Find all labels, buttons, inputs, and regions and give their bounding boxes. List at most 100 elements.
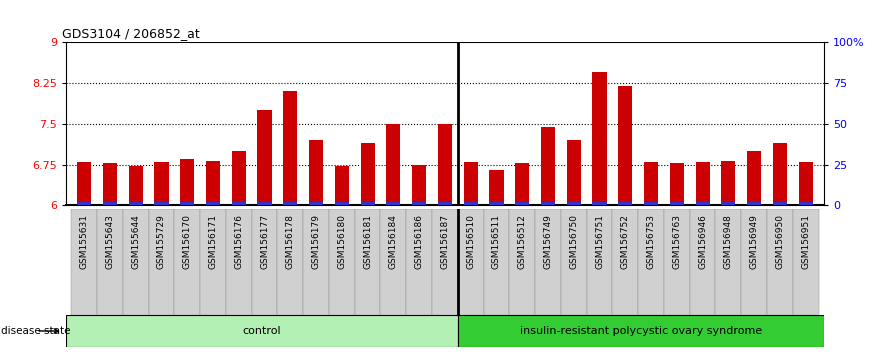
Bar (360, 143, 374, 205)
Bar (566, 140, 581, 205)
Bar (458, 315, 824, 347)
Bar (129, 166, 143, 205)
Text: GSM155631: GSM155631 (79, 214, 89, 269)
Bar (644, 202, 658, 205)
Bar (463, 162, 478, 205)
Bar (798, 162, 813, 205)
Bar (283, 202, 298, 205)
Text: GSM155643: GSM155643 (106, 214, 115, 269)
Bar (232, 202, 246, 205)
Bar (644, 162, 658, 205)
Bar (741, 209, 767, 315)
Bar (355, 209, 381, 315)
Bar (122, 209, 149, 315)
Text: GSM156752: GSM156752 (621, 214, 630, 269)
Bar (670, 163, 684, 205)
Text: GSM156511: GSM156511 (492, 214, 501, 269)
Bar (695, 202, 710, 205)
Bar (97, 209, 122, 315)
Bar (438, 202, 452, 205)
Bar (798, 202, 813, 205)
Bar (638, 209, 664, 315)
Text: GSM156950: GSM156950 (775, 214, 784, 269)
Bar (200, 209, 226, 315)
Bar (722, 161, 736, 205)
Bar (463, 202, 478, 205)
Bar (257, 110, 271, 205)
Bar (386, 124, 401, 205)
Bar (664, 209, 690, 315)
Bar (587, 209, 612, 315)
Bar (381, 209, 406, 315)
Bar (309, 140, 323, 205)
Bar (566, 202, 581, 205)
Text: GSM156751: GSM156751 (595, 214, 604, 269)
Bar (149, 209, 174, 315)
Bar (592, 202, 607, 205)
Text: GSM156948: GSM156948 (724, 214, 733, 269)
Bar (618, 202, 633, 205)
Bar (773, 202, 787, 205)
Text: GSM156181: GSM156181 (363, 214, 372, 269)
Text: insulin-resistant polycystic ovary syndrome: insulin-resistant polycystic ovary syndr… (520, 326, 762, 336)
Bar (406, 209, 432, 315)
Bar (690, 209, 715, 315)
Bar (103, 163, 117, 205)
Bar (489, 202, 504, 205)
Bar (432, 209, 458, 315)
Bar (541, 127, 555, 205)
Bar (592, 72, 607, 205)
Bar (180, 202, 195, 205)
Bar (509, 209, 535, 315)
Bar (541, 202, 555, 205)
Text: GSM156170: GSM156170 (182, 214, 192, 269)
Bar (206, 161, 220, 205)
Text: GDS3104 / 206852_at: GDS3104 / 206852_at (63, 27, 200, 40)
Text: GSM156176: GSM156176 (234, 214, 243, 269)
Bar (77, 202, 92, 205)
Bar (252, 209, 278, 315)
Bar (77, 162, 92, 205)
Bar (458, 209, 484, 315)
Bar (722, 202, 736, 205)
Text: GSM156949: GSM156949 (750, 214, 759, 269)
Text: GSM156180: GSM156180 (337, 214, 346, 269)
Bar (773, 143, 787, 205)
Bar (335, 202, 349, 205)
Bar (232, 151, 246, 205)
Bar (129, 202, 143, 205)
Bar (412, 165, 426, 205)
Bar (309, 202, 323, 205)
Text: GSM156178: GSM156178 (285, 214, 295, 269)
Bar (66, 315, 458, 347)
Bar (412, 202, 426, 205)
Bar (484, 209, 509, 315)
Text: control: control (242, 326, 281, 336)
Text: GSM156512: GSM156512 (518, 214, 527, 269)
Bar (103, 202, 117, 205)
Bar (360, 202, 374, 205)
Bar (303, 209, 329, 315)
Text: GSM156177: GSM156177 (260, 214, 269, 269)
Text: GSM155644: GSM155644 (131, 214, 140, 269)
Bar (180, 159, 195, 205)
Bar (489, 170, 504, 205)
Bar (283, 91, 298, 205)
Text: GSM156510: GSM156510 (466, 214, 475, 269)
Bar (386, 202, 401, 205)
Text: GSM156946: GSM156946 (698, 214, 707, 269)
Text: GSM156186: GSM156186 (415, 214, 424, 269)
Text: GSM156179: GSM156179 (312, 214, 321, 269)
Bar (618, 86, 633, 205)
Bar (71, 209, 97, 315)
Bar (174, 209, 200, 315)
Text: GSM156187: GSM156187 (440, 214, 449, 269)
Bar (154, 162, 168, 205)
Bar (793, 209, 818, 315)
Text: GSM156763: GSM156763 (672, 214, 681, 269)
Bar (747, 151, 761, 205)
Text: disease state: disease state (2, 326, 70, 336)
Bar (329, 209, 355, 315)
Text: GSM156171: GSM156171 (209, 214, 218, 269)
Bar (154, 202, 168, 205)
